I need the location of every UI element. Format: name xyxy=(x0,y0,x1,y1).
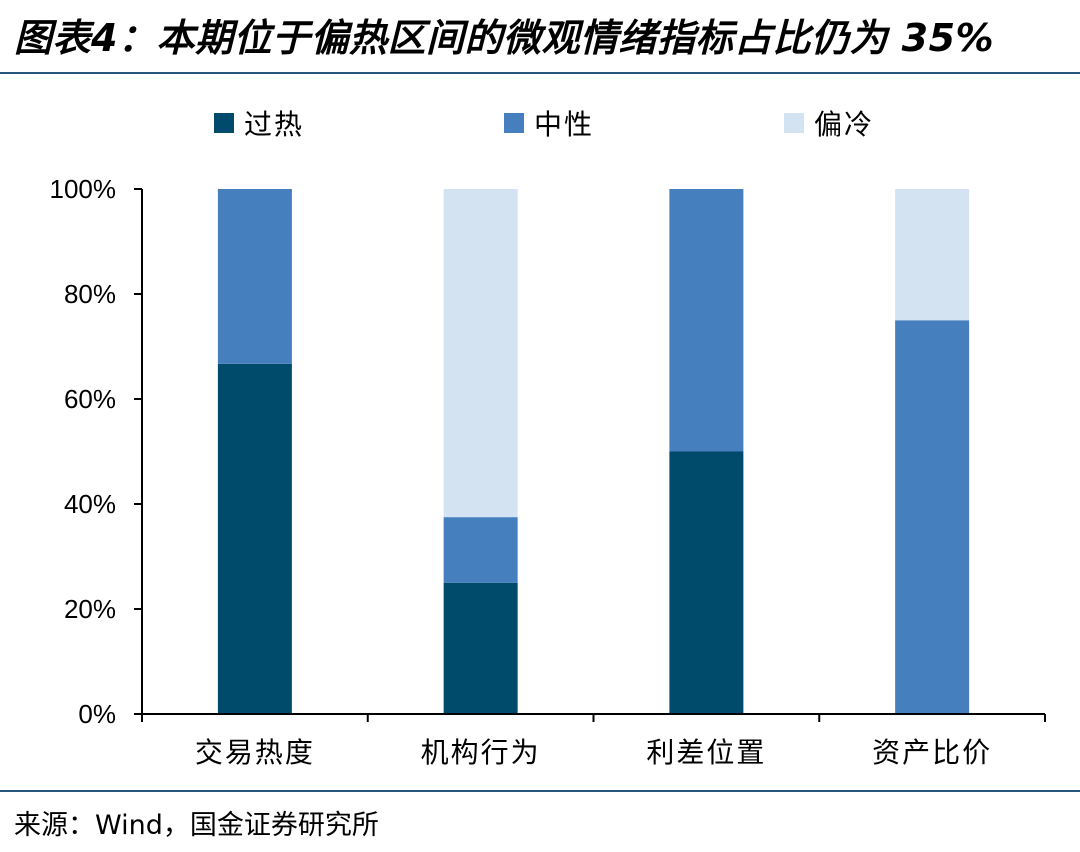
bar-segment-2-cat-2 xyxy=(443,517,518,583)
y-tick-label: 0% xyxy=(78,699,116,729)
bar-segment-2-cat-1 xyxy=(217,189,292,364)
bar-segment-3-cat-4 xyxy=(895,189,970,321)
title-rule xyxy=(0,72,1080,74)
y-tick-label: 40% xyxy=(64,489,116,519)
legend-swatch xyxy=(214,113,234,133)
legend-swatch xyxy=(784,113,804,133)
y-tick-label: 60% xyxy=(64,384,116,414)
bar-segment-1-cat-2 xyxy=(443,582,518,714)
x-axis-ticks: 交易热度 机构行为 利差位置 资产比价 xyxy=(141,714,1046,769)
y-tick-label: 80% xyxy=(64,279,116,309)
bar-segment-1-cat-3 xyxy=(669,451,744,714)
bar-segment-1-cat-1 xyxy=(217,363,292,714)
legend: 过热 中性 偏冷 xyxy=(214,108,874,141)
y-tick-label: 100% xyxy=(50,174,117,204)
figure-title: 图表4：本期位于偏热区间的微观情绪指标占比仍为 35% xyxy=(14,16,995,60)
source-note: 来源：Wind，国金证券研究所 xyxy=(14,810,379,841)
y-axis-ticks: 0% 20% 40% 60% 80% 100% xyxy=(50,174,142,729)
legend-label: 中性 xyxy=(534,108,594,141)
legend-label: 偏冷 xyxy=(814,108,874,141)
bar-segment-3-cat-2 xyxy=(443,189,518,518)
x-category-label: 机构行为 xyxy=(421,736,541,769)
x-category-label: 利差位置 xyxy=(646,736,766,769)
x-category-label: 交易热度 xyxy=(195,736,315,769)
bar-segment-2-cat-3 xyxy=(669,189,744,452)
legend-swatch xyxy=(504,113,524,133)
stacked-bar-chart: 过热 中性 偏冷 0% 20% 40% 60% 80% 100% 交易热度 机构行为 利差位置 资产… xyxy=(50,108,1046,769)
bars xyxy=(217,189,970,714)
footer-rule xyxy=(0,790,1080,792)
y-tick-label: 20% xyxy=(64,594,116,624)
x-category-label: 资产比价 xyxy=(872,736,992,769)
bar-segment-2-cat-4 xyxy=(895,320,970,714)
legend-label: 过热 xyxy=(244,108,304,141)
